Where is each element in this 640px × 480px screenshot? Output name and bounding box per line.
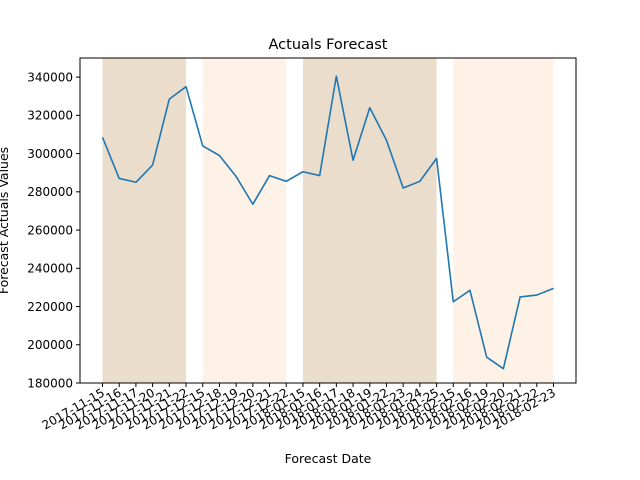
y-tick-label: 320000	[27, 109, 73, 123]
y-tick-label: 240000	[27, 262, 73, 276]
y-tick-label: 340000	[27, 70, 73, 84]
chart-title: Actuals Forecast	[269, 37, 388, 53]
y-tick-label: 200000	[27, 338, 73, 352]
shaded-band-4	[453, 58, 554, 383]
shaded-band-3	[302, 58, 437, 383]
shaded-bands	[102, 58, 554, 383]
x-axis-label: Forecast Date	[285, 451, 372, 466]
axes-frame	[79, 57, 577, 384]
shaded-band-2	[202, 58, 287, 383]
y-tick-label: 280000	[27, 185, 73, 199]
shaded-band-1	[102, 58, 187, 383]
y-tick-label: 220000	[27, 300, 73, 314]
y-tick-label: 300000	[27, 147, 73, 161]
series-group	[101, 75, 554, 370]
y-axis-label: Forecast Actuals Values	[0, 147, 11, 294]
series-line	[101, 75, 554, 370]
y-tick-label: 260000	[27, 223, 73, 237]
y-tick-label: 180000	[27, 376, 73, 390]
x-axis-ticks: 2017-11-152017-11-162017-11-172017-11-20…	[40, 383, 558, 432]
y-axis-ticks: 180000 200000 220000 240000 260000 280000 3000…	[27, 70, 80, 390]
